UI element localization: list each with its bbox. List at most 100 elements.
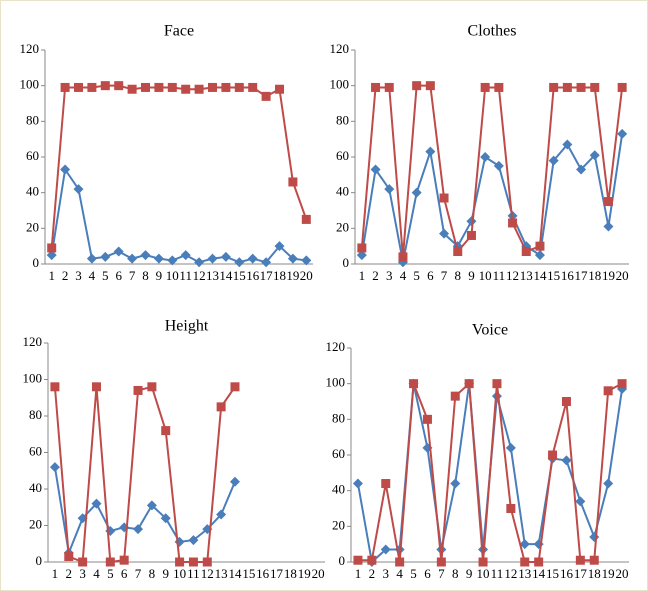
marker xyxy=(248,82,258,92)
marker xyxy=(505,442,516,453)
x-tick-label: 3 xyxy=(386,268,393,283)
marker xyxy=(50,382,60,392)
marker xyxy=(167,255,178,266)
marker xyxy=(60,82,70,92)
marker xyxy=(617,82,627,92)
marker xyxy=(576,164,587,175)
x-tick-label: 19 xyxy=(602,268,615,283)
x-tick-label: 5 xyxy=(413,268,420,283)
marker xyxy=(78,557,88,567)
x-tick-label: 3 xyxy=(75,268,82,283)
x-tick-label: 8 xyxy=(452,566,459,581)
x-tick-label: 20 xyxy=(616,268,629,283)
marker xyxy=(493,160,504,171)
marker xyxy=(47,243,57,253)
chart-title: Face xyxy=(164,23,194,40)
marker xyxy=(534,250,545,261)
marker xyxy=(301,214,311,224)
marker xyxy=(194,84,204,94)
y-tick-label: 100 xyxy=(20,77,40,92)
marker xyxy=(161,426,171,436)
marker xyxy=(603,221,614,232)
marker xyxy=(261,257,272,268)
chart-title: Height xyxy=(165,318,209,335)
x-tick-label: 2 xyxy=(66,566,73,581)
x-tick-label: 19 xyxy=(602,566,615,581)
x-tick-label: 2 xyxy=(369,566,376,581)
marker xyxy=(100,251,111,262)
marker xyxy=(275,84,284,94)
x-tick-label: 17 xyxy=(575,268,589,283)
marker xyxy=(64,552,74,562)
x-tick-label: 1 xyxy=(355,566,362,581)
marker xyxy=(575,496,586,507)
x-tick-label: 8 xyxy=(455,268,462,283)
x-tick-label: 15 xyxy=(242,566,255,581)
x-tick-label: 14 xyxy=(219,268,233,283)
marker xyxy=(146,500,157,511)
marker xyxy=(356,250,367,261)
marker xyxy=(154,82,164,92)
x-tick-label: 6 xyxy=(121,566,128,581)
marker xyxy=(153,253,164,264)
x-tick-label: 19 xyxy=(298,566,311,581)
x-tick-label: 4 xyxy=(396,566,403,581)
x-tick-label: 11 xyxy=(179,268,192,283)
y-tick-label: 20 xyxy=(29,516,42,531)
marker xyxy=(87,82,97,92)
marker xyxy=(535,241,545,251)
marker xyxy=(425,81,435,91)
marker xyxy=(114,81,124,91)
marker xyxy=(548,155,559,166)
marker xyxy=(133,385,143,395)
marker xyxy=(617,128,628,139)
marker xyxy=(287,253,298,264)
x-tick-label: 4 xyxy=(89,268,96,283)
marker xyxy=(520,557,530,567)
y-tick-label: 0 xyxy=(36,553,43,568)
marker xyxy=(288,177,298,187)
marker xyxy=(521,247,531,257)
marker xyxy=(188,557,198,567)
x-tick-label: 3 xyxy=(79,566,86,581)
x-tick-label: 5 xyxy=(107,566,114,581)
marker xyxy=(562,82,572,92)
marker xyxy=(478,557,488,567)
x-tick-label: 20 xyxy=(300,268,313,283)
marker xyxy=(220,251,231,262)
y-tick-label: 80 xyxy=(26,112,39,127)
x-tick-label: 4 xyxy=(93,566,100,581)
marker xyxy=(395,557,405,567)
y-tick-label: 20 xyxy=(26,219,39,234)
y-tick-label: 0 xyxy=(33,255,40,270)
marker xyxy=(194,257,205,268)
x-tick-label: 14 xyxy=(533,268,547,283)
x-tick-label: 20 xyxy=(312,566,325,581)
x-tick-label: 8 xyxy=(142,268,149,283)
x-tick-label: 1 xyxy=(359,268,366,283)
marker xyxy=(603,197,613,207)
y-tick-label: 40 xyxy=(26,184,39,199)
x-tick-label: 14 xyxy=(228,566,242,581)
x-tick-label: 13 xyxy=(206,268,219,283)
y-tick-label: 80 xyxy=(336,112,349,127)
marker xyxy=(370,164,381,175)
x-tick-label: 13 xyxy=(215,566,228,581)
marker xyxy=(133,524,144,535)
y-tick-label: 100 xyxy=(23,370,43,385)
marker xyxy=(425,146,436,157)
marker xyxy=(617,379,627,389)
marker xyxy=(436,557,446,567)
marker xyxy=(562,139,573,150)
marker xyxy=(261,91,271,101)
x-tick-label: 20 xyxy=(616,566,629,581)
marker xyxy=(589,150,600,161)
marker xyxy=(141,82,150,92)
x-tick-label: 18 xyxy=(588,566,601,581)
marker xyxy=(384,184,395,195)
marker xyxy=(181,84,191,94)
x-tick-label: 7 xyxy=(441,268,448,283)
x-tick-label: 6 xyxy=(427,268,434,283)
marker xyxy=(409,379,419,389)
marker xyxy=(422,414,432,424)
